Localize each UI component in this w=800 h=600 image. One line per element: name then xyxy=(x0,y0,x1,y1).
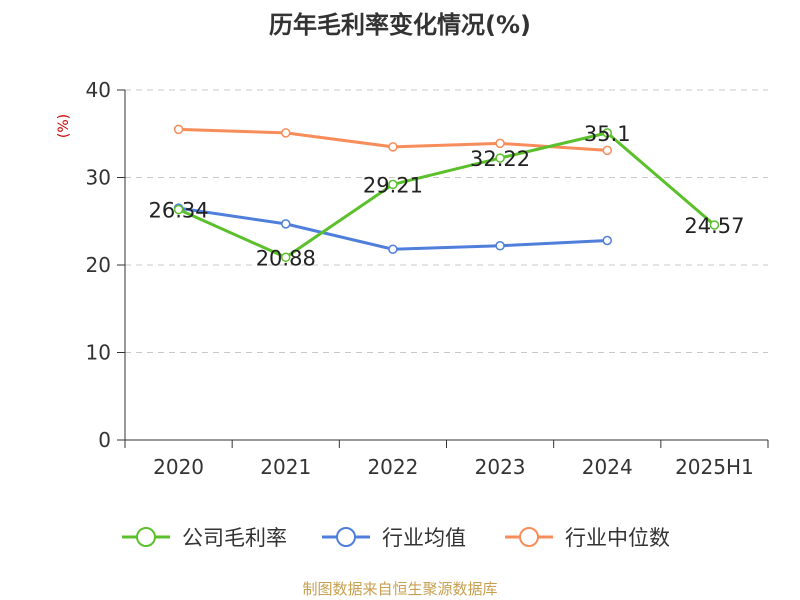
series-line-1 xyxy=(178,206,608,251)
data-point xyxy=(281,128,291,138)
data-point xyxy=(173,204,184,215)
legend-item-0[interactable]: 公司毛利率 xyxy=(122,526,287,550)
y-tick-label: 30 xyxy=(86,166,111,190)
data-point xyxy=(388,244,398,254)
data-point xyxy=(602,128,612,138)
data-label-layer: 26.34 20.88 29.21 32.22 35.1 24.57 xyxy=(149,122,745,270)
series-line-0 xyxy=(177,131,716,259)
x-tick-label: 2022 xyxy=(367,455,418,479)
data-point xyxy=(495,153,505,163)
legend-item-1[interactable]: 行业均值 xyxy=(322,526,466,550)
x-tick-label: 2025H1 xyxy=(675,455,754,479)
data-point xyxy=(495,138,505,149)
data-point xyxy=(173,124,184,135)
data-label: 26.34 xyxy=(149,199,209,223)
source-note: 制图数据来自恒生聚源数据库 xyxy=(302,580,497,598)
axis-layer: 0 10 20 30 40 2020 2021 2022 2023 2024 2025H1 xyxy=(86,78,769,479)
legend-label: 公司毛利率 xyxy=(182,526,287,550)
legend[interactable]: 公司毛利率 行业均值 行业中位数 xyxy=(122,526,670,550)
legend-marker xyxy=(136,527,156,547)
data-point xyxy=(281,219,291,229)
data-point xyxy=(388,142,398,152)
data-point xyxy=(602,145,612,156)
x-tick-label: 2023 xyxy=(475,455,526,479)
chart-title: 历年毛利率变化情况(%) xyxy=(269,11,531,39)
legend-label: 行业均值 xyxy=(382,526,466,550)
x-tick-label: 2024 xyxy=(582,455,633,479)
y-tick-label: 20 xyxy=(86,253,111,277)
data-point xyxy=(388,179,398,190)
y-tick-label: 10 xyxy=(86,341,111,365)
data-label: 32.22 xyxy=(470,147,530,171)
data-label: 20.88 xyxy=(256,246,316,270)
data-label: 24.57 xyxy=(684,214,744,238)
data-label: 35.1 xyxy=(584,122,631,146)
legend-marker xyxy=(519,527,539,547)
series-layer xyxy=(173,124,720,263)
data-point xyxy=(709,220,720,230)
y-tick-label: 0 xyxy=(98,428,111,452)
legend-label: 行业中位数 xyxy=(565,526,670,550)
data-point xyxy=(281,252,291,263)
data-point xyxy=(602,235,612,246)
legend-marker xyxy=(336,527,356,547)
y-axis-unit: (%) xyxy=(56,114,72,138)
x-tick-label: 2021 xyxy=(260,455,311,479)
y-tick-label: 40 xyxy=(86,78,111,102)
legend-item-2[interactable]: 行业中位数 xyxy=(505,526,670,550)
grid-layer xyxy=(125,89,768,353)
x-tick-label: 2020 xyxy=(153,455,204,479)
data-point xyxy=(495,241,505,251)
data-label: 29.21 xyxy=(363,173,423,197)
